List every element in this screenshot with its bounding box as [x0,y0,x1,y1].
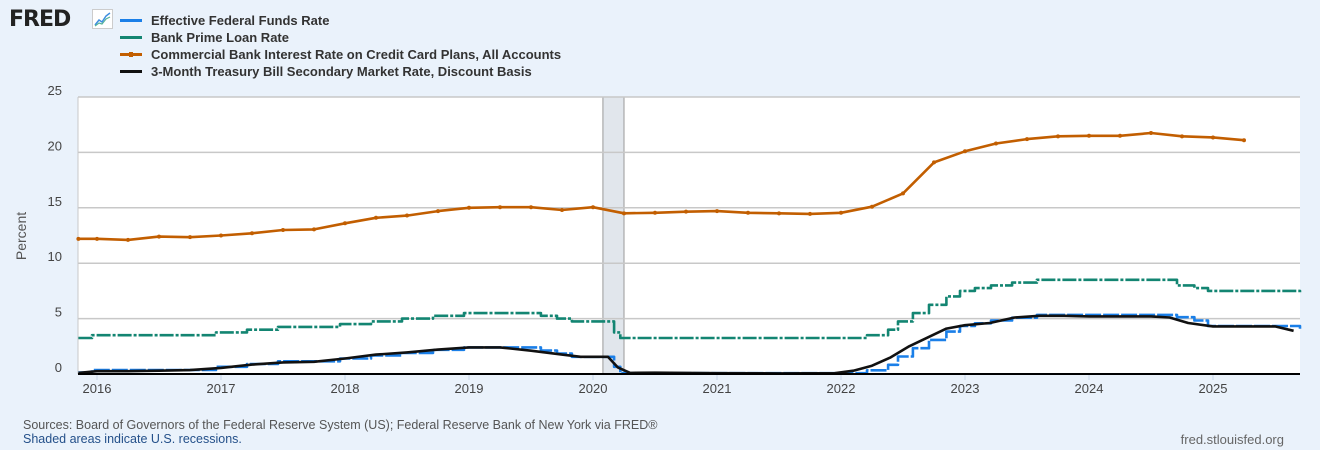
legend-item-fed-funds[interactable]: Effective Federal Funds Rate [120,12,561,29]
series-line-treasury-bill [78,314,1294,375]
data-point-credit-card [653,210,657,215]
y-tick-label: 5 [55,305,62,320]
data-point-credit-card [777,211,781,216]
legend-swatch-treasury-bill [120,70,142,73]
x-tick-label: 2024 [1075,381,1104,396]
data-point-credit-card [808,211,812,216]
legend-label: 3-Month Treasury Bill Secondary Market R… [151,64,532,79]
data-point-credit-card [529,205,533,210]
data-point-credit-card [250,231,254,236]
data-point-credit-card [1025,137,1029,142]
data-point-credit-card [1149,131,1153,136]
data-point-credit-card [994,141,998,146]
data-point-credit-card [591,205,595,210]
x-tick-label: 2018 [331,381,360,396]
x-tick-label: 2020 [579,381,608,396]
recession-note: Shaded areas indicate U.S. recessions. [23,432,242,446]
data-point-credit-card [76,236,81,241]
sources-note: Sources: Board of Governors of the Feder… [23,418,658,432]
legend-swatch-prime-rate [120,36,142,39]
data-point-credit-card [436,209,440,214]
y-tick-label: 25 [48,83,62,98]
data-point-credit-card [374,215,378,220]
legend-swatch-credit-card [120,52,142,57]
series-line-prime-rate [78,278,1302,340]
data-point-credit-card [1211,135,1215,140]
data-point-credit-card [1087,133,1091,138]
x-tick-label: 2016 [83,381,112,396]
site-link[interactable]: fred.stlouisfed.org [1180,432,1284,447]
x-tick-label: 2017 [207,381,236,396]
data-point-credit-card [312,227,316,232]
legend-item-credit-card[interactable]: Commercial Bank Interest Rate on Credit … [120,46,561,63]
data-point-credit-card [1180,134,1184,139]
data-point-credit-card [932,160,936,165]
x-tick-label: 2023 [951,381,980,396]
data-point-credit-card [498,205,502,210]
legend-item-prime-rate[interactable]: Bank Prime Loan Rate [120,29,561,46]
data-point-credit-card [343,221,347,226]
data-point-credit-card [126,237,130,242]
legend-label: Effective Federal Funds Rate [151,13,330,28]
data-point-credit-card [622,211,626,216]
data-point-credit-card [1056,134,1060,139]
data-point-credit-card [219,233,223,238]
x-tick-label: 2019 [455,381,484,396]
legend-item-treasury-bill[interactable]: 3-Month Treasury Bill Secondary Market R… [120,63,561,80]
legend: Effective Federal Funds Rate Bank Prime … [120,12,561,80]
legend-label: Bank Prime Loan Rate [151,30,289,45]
data-point-credit-card [281,227,285,232]
data-point-credit-card [1242,138,1246,143]
data-point-credit-card [157,234,161,239]
x-tick-label: 2021 [703,381,732,396]
legend-swatch-fed-funds [120,19,142,22]
data-point-credit-card [870,204,874,209]
data-point-credit-card [1118,133,1122,138]
y-axis-label: Percent [13,212,29,260]
x-tick-label: 2025 [1199,381,1228,396]
data-point-credit-card [901,191,905,196]
y-tick-label: 20 [48,138,62,153]
x-axis-ticks: 2016 2017 2018 2019 2020 2021 2022 2023 2024 2025 [83,374,1228,396]
data-point-credit-card [95,236,99,241]
data-point-credit-card [467,205,471,210]
plot-area [78,97,1300,374]
data-point-credit-card [746,210,750,215]
fred-logo[interactable]: FRED [9,7,71,32]
gridlines [77,96,1300,374]
legend-label: Commercial Bank Interest Rate on Credit … [151,47,562,62]
data-point-credit-card [560,208,564,213]
y-tick-label: 15 [48,194,62,209]
data-point-credit-card [963,149,967,154]
data-point-credit-card [188,235,192,240]
line-chart-icon [92,9,113,29]
x-tick-label: 2022 [827,381,856,396]
data-point-credit-card [405,213,409,218]
data-point-credit-card [839,210,843,215]
data-point-credit-card [715,209,719,214]
y-axis-ticks: 0 5 10 15 20 25 [48,83,62,375]
y-tick-label: 10 [48,249,62,264]
y-tick-label: 0 [55,360,62,375]
data-point-credit-card [684,209,688,214]
